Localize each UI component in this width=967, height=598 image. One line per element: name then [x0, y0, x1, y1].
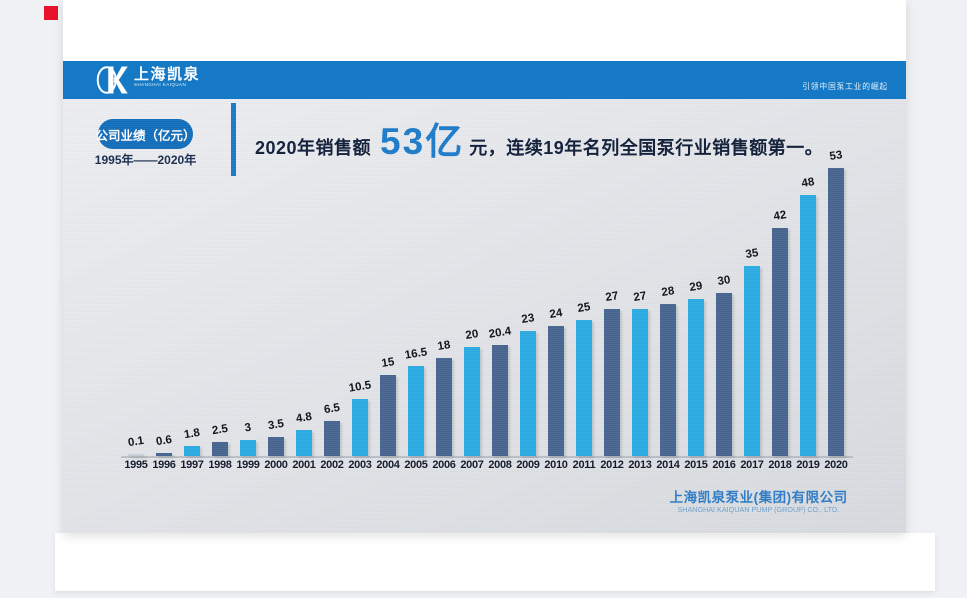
bar-value-label: 35 [744, 247, 760, 261]
bar-year-label: 2007 [460, 459, 484, 471]
bar-2017 [744, 266, 760, 456]
bar-year-label: 1998 [208, 459, 232, 471]
bar-2018 [772, 228, 788, 456]
footer-company-cn: 上海凯泉泵业(集团)有限公司 [669, 490, 848, 505]
bar-2010 [548, 326, 564, 456]
bar-year-label: 2001 [292, 459, 316, 471]
bar-year-label: 2013 [628, 459, 652, 471]
bar-2002 [324, 421, 340, 456]
bar-1995 [128, 454, 144, 456]
bar-year-label: 2020 [824, 459, 848, 471]
bar-year-label: 2012 [600, 459, 624, 471]
company-logo: 上海凯泉 SHANGHAI KAIQUAN [95, 65, 250, 95]
bar-year-label: 2015 [684, 459, 708, 471]
slide-content: 公司业绩（亿元） 1995年——2020年 2020年销售额 53亿 元，连续1… [63, 99, 906, 533]
bar-year-label: 2000 [264, 459, 288, 471]
metric-badge: 公司业绩（亿元） [96, 119, 196, 149]
bar-2011 [576, 320, 592, 456]
title-divider-bar [231, 103, 236, 176]
bar-value-label: 30 [716, 274, 732, 288]
bar-year-label: 1999 [236, 459, 260, 471]
bar-year-label: 2011 [572, 459, 596, 471]
kaiquan-logo-icon [96, 66, 128, 94]
bar-year-label: 2009 [516, 459, 540, 471]
bar-year-label: 2019 [796, 459, 820, 471]
bar-year-label: 2003 [348, 459, 372, 471]
bar-year-label: 2006 [432, 459, 456, 471]
presentation-slide: 上海凯泉 SHANGHAI KAIQUAN 引领中国泵工业的崛起 公司业绩（亿元… [63, 0, 906, 533]
bar-1998 [212, 442, 228, 456]
logo-text: 上海凯泉 SHANGHAI KAIQUAN [134, 67, 250, 93]
logo-name-en: SHANGHAI KAIQUAN [134, 82, 187, 88]
bar-year-label: 2005 [404, 459, 428, 471]
bar-2001 [296, 430, 312, 456]
slide-title: 2020年销售额 53亿 元，连续19年名列全国泵行业销售额第一。 [255, 111, 823, 165]
bar-1996 [156, 453, 172, 456]
next-page-edge [55, 533, 935, 591]
bar-1997 [184, 446, 200, 456]
logo-name-cn: 上海凯泉 [134, 66, 201, 83]
chart-baseline [121, 456, 853, 458]
title-prefix: 2020年销售额 [255, 138, 372, 158]
bar-2019 [800, 195, 816, 456]
year-range-label: 1995年——2020年 [94, 153, 197, 167]
bar-chart: 0.1 1995 0.6 1996 1.8 1997 2.5 1998 3 1999 3.5 2000… [63, 99, 906, 533]
footer-company: 上海凯泉泵业(集团)有限公司 SHANGHAI KAIQUAN PUMP (GR… [646, 490, 871, 517]
bar-2004 [380, 375, 396, 456]
bar-2015 [688, 299, 704, 456]
bar-year-label: 2017 [740, 459, 764, 471]
footer-company-en: SHANGHAI KAIQUAN PUMP (GROUP) CO., LTD. [677, 505, 840, 514]
bar-value-label: 53 [828, 149, 844, 163]
bar-2000 [268, 437, 284, 456]
bar-year-label: 1996 [152, 459, 176, 471]
bar-2007 [464, 347, 480, 456]
bar-2012 [604, 309, 620, 456]
bar-year-label: 1997 [180, 459, 204, 471]
bar-year-label: 2008 [488, 459, 512, 471]
bar-year-label: 1995 [124, 459, 148, 471]
header-slogan: 引领中国泵工业的崛起 [802, 82, 888, 92]
bar-year-label: 2002 [320, 459, 344, 471]
bar-2008 [492, 345, 508, 456]
bar-2005 [408, 366, 424, 456]
bar-2014 [660, 304, 676, 456]
bar-value-label: 42 [772, 209, 788, 223]
red-marker [44, 6, 58, 20]
bar-2016 [716, 293, 732, 456]
bar-2020 [828, 168, 844, 456]
bar-value-label: 6.5 [323, 401, 341, 417]
bar-year-label: 2018 [768, 459, 792, 471]
bar-value-label: 10.5 [347, 379, 372, 395]
bar-2006 [436, 358, 452, 456]
bar-2003 [352, 399, 368, 456]
bar-2009 [520, 331, 536, 456]
bar-year-label: 2010 [544, 459, 568, 471]
bar-year-label: 2014 [656, 459, 680, 471]
title-highlight-value: 53亿 [380, 121, 465, 162]
bar-year-label: 2004 [376, 459, 400, 471]
bar-value-label: 48 [800, 176, 816, 190]
bar-2013 [632, 309, 648, 456]
bar-year-label: 2016 [712, 459, 736, 471]
slide-header-band: 上海凯泉 SHANGHAI KAIQUAN 引领中国泵工业的崛起 [63, 61, 906, 99]
bar-1999 [240, 440, 256, 456]
title-suffix: 元，连续19年名列全国泵行业销售额第一。 [469, 138, 824, 158]
